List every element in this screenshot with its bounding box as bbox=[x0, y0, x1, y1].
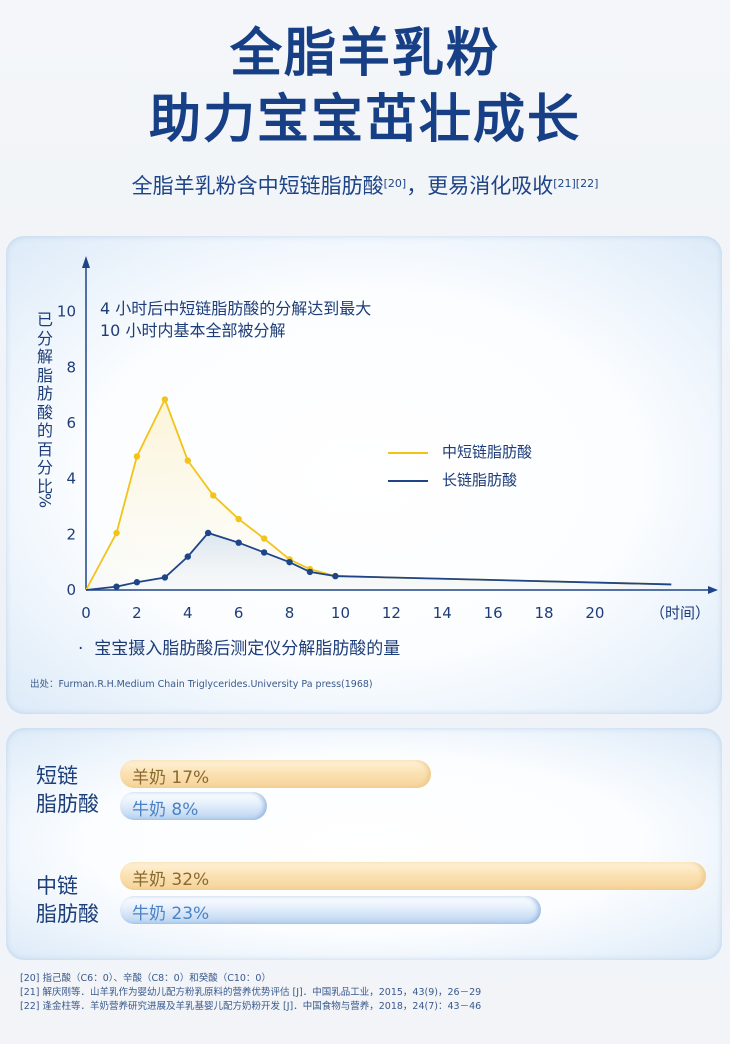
x-tick-label: 2 bbox=[132, 604, 142, 622]
data-point bbox=[184, 457, 191, 464]
legend-line-mcfa bbox=[388, 452, 428, 454]
reference-22: [22] 逢金柱等．羊奶营养研究进展及羊乳基婴儿配方奶粉开发 [J]．中国食物与… bbox=[20, 1001, 482, 1012]
y-axis-label-char: % bbox=[35, 492, 55, 509]
subtitle-text-2: ，更易消化吸收 bbox=[406, 174, 554, 198]
group-label-line-2: 脂肪酸 bbox=[36, 792, 99, 816]
bar-label: 羊奶 32% bbox=[132, 870, 210, 890]
data-point bbox=[161, 574, 169, 581]
subtitle-text: 全脂羊乳粉含中短链脂肪酸 bbox=[131, 174, 384, 198]
bar-label: 牛奶 8% bbox=[132, 800, 199, 820]
bar-cow-milk: 牛奶 8% bbox=[120, 792, 267, 820]
y-tick-label: 0 bbox=[66, 581, 76, 599]
data-point bbox=[113, 529, 120, 537]
y-axis-arrow bbox=[82, 256, 90, 268]
chart-note: · 宝宝摄入脂肪酸后测定仪分解脂肪酸的量 bbox=[78, 639, 401, 659]
y-tick-label: 4 bbox=[66, 470, 76, 488]
data-point bbox=[260, 535, 268, 542]
legend-label-lcfa: 长链脂肪酸 bbox=[442, 471, 518, 489]
title-line-2: 助力宝宝茁壮成长 bbox=[148, 90, 581, 150]
y-axis-label-char: 的 bbox=[36, 421, 53, 440]
chart-annotation-1: 4 小时后中短链脂肪酸的分解达到最大 bbox=[100, 299, 372, 318]
x-tick-label: 18 bbox=[534, 604, 553, 622]
comparison-card: 短链 脂肪酸 中链 脂肪酸 羊奶 17% 牛奶 8% 羊奶 32% 牛奶 23% bbox=[6, 728, 722, 960]
subtitle-ref-1: [20] bbox=[383, 177, 407, 190]
line-chart: 0 2 4 6 8 10 12 14 16 18 20 （时间） 0 2 4 6 8 10 bbox=[57, 256, 718, 622]
series-line-2 bbox=[85, 531, 672, 591]
y-tick-label: 10 bbox=[57, 303, 76, 321]
bar-goat-milk: 羊奶 17% bbox=[120, 760, 431, 788]
series-line-1 bbox=[85, 397, 672, 591]
data-point bbox=[210, 492, 217, 499]
x-tick-label: 20 bbox=[585, 604, 604, 622]
group-label-short-chain: 短链 脂肪酸 bbox=[36, 762, 99, 818]
bar-label: 羊奶 17% bbox=[132, 768, 210, 788]
x-tick-label: 6 bbox=[234, 604, 244, 622]
legend-line-lcfa bbox=[388, 480, 428, 482]
area-series-2 bbox=[86, 532, 672, 590]
x-axis-label: （时间） bbox=[650, 604, 710, 622]
x-tick-label: 14 bbox=[433, 604, 452, 622]
x-tick-label: 4 bbox=[183, 604, 193, 622]
data-point bbox=[260, 549, 268, 556]
x-tick-label: 16 bbox=[484, 604, 503, 622]
x-tick-label: 10 bbox=[331, 604, 350, 622]
data-point bbox=[113, 583, 120, 590]
y-axis-label-char: 肪 bbox=[36, 384, 53, 403]
subtitle: 全脂羊乳粉含中短链脂肪酸[20]，更易消化吸收[21][22] bbox=[0, 170, 730, 200]
bar-goat-milk: 羊奶 32% bbox=[120, 862, 706, 890]
y-axis-label-char: 分 bbox=[36, 458, 53, 477]
y-tick-label: 6 bbox=[66, 414, 76, 432]
group-label-medium-chain: 中链 脂肪酸 bbox=[36, 872, 99, 928]
bar-cow-milk: 牛奶 23% bbox=[120, 896, 541, 924]
y-axis-label-char: 解 bbox=[36, 347, 53, 366]
data-point bbox=[332, 572, 339, 580]
y-axis-label-char: 酸 bbox=[36, 402, 53, 422]
group-label-line-1: 中链 bbox=[36, 874, 78, 898]
y-axis-label-char: 百 bbox=[36, 439, 53, 459]
data-point bbox=[235, 539, 242, 546]
data-point bbox=[286, 558, 293, 566]
x-axis-arrow bbox=[708, 586, 718, 594]
chart-source: 出处：Furman.R.H.Medium Chain Triglycerides… bbox=[30, 679, 373, 690]
data-point bbox=[204, 529, 212, 537]
reference-21: [21] 解庆刚等．山羊乳作为婴幼儿配方粉乳原料的营养优势评估 [J]．中国乳品… bbox=[20, 987, 482, 998]
y-axis-label-char: 已 bbox=[36, 310, 53, 329]
legend-label-mcfa: 中短链脂肪酸 bbox=[442, 443, 533, 461]
y-tick-label: 2 bbox=[66, 525, 76, 543]
group-label-line-1: 短链 bbox=[36, 764, 78, 788]
data-point bbox=[161, 396, 169, 403]
title-line-1: 全脂羊乳粉 bbox=[229, 24, 500, 84]
data-point bbox=[306, 568, 314, 576]
references: [20] 指己酸（C6：0）、辛酸（C8：0）和癸酸（C10：0） [21] 解… bbox=[20, 972, 481, 1014]
y-axis-label-char: 比 bbox=[36, 476, 53, 496]
area-series-1 bbox=[86, 399, 672, 590]
group-label-line-2: 脂肪酸 bbox=[36, 902, 99, 926]
x-tick-label: 12 bbox=[382, 604, 401, 622]
subtitle-ref-2: [21][22] bbox=[553, 177, 599, 190]
data-point bbox=[184, 553, 191, 560]
chart-annotation-2: 10 小时内基本全部被分解 bbox=[100, 321, 286, 340]
y-tick-label: 8 bbox=[66, 358, 76, 376]
chart-note-text: 宝宝摄入脂肪酸后测定仪分解脂肪酸的量 bbox=[94, 639, 401, 659]
y-axis-label-char: 分 bbox=[36, 328, 53, 348]
data-point bbox=[133, 453, 141, 460]
x-tick-label: 0 bbox=[81, 604, 91, 622]
data-point bbox=[235, 515, 242, 523]
bar-label: 牛奶 23% bbox=[132, 904, 210, 924]
y-axis-label-char: 脂 bbox=[36, 365, 53, 385]
reference-20: [20] 指己酸（C6：0）、辛酸（C8：0）和癸酸（C10：0） bbox=[20, 973, 271, 984]
x-tick-label: 8 bbox=[285, 604, 295, 622]
data-point bbox=[133, 579, 141, 586]
chart-card: 0 2 4 6 8 10 12 14 16 18 20 （时间） 0 2 4 6 8 10 4 小时后中短链脂肪酸… bbox=[6, 236, 722, 714]
